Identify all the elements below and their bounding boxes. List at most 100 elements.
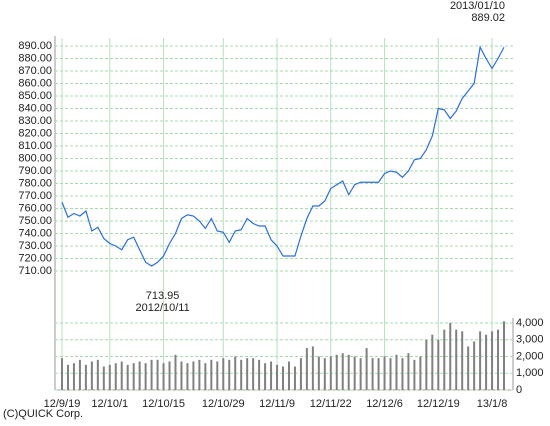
volume-bar — [485, 334, 488, 390]
volume-bar — [359, 358, 362, 390]
x-tick-label: 13/1/8 — [477, 398, 508, 410]
volume-bar — [443, 329, 446, 390]
annotation-date: 2012/10/11 — [135, 302, 189, 314]
y2-tick-label: 1,000 — [516, 367, 544, 379]
y-tick-label: 780.00 — [18, 177, 52, 189]
volume-bar — [479, 331, 482, 390]
volume-bar — [317, 356, 320, 390]
volume-bar — [234, 356, 237, 390]
volume-bar — [150, 359, 153, 390]
y2-tick-label: 2,000 — [516, 350, 544, 362]
volume-bar — [246, 358, 249, 390]
volume-bar — [270, 361, 273, 390]
y-tick-label: 760.00 — [18, 202, 52, 214]
volume-bar — [293, 366, 296, 390]
volume-bar — [156, 359, 159, 390]
volume-bar — [461, 331, 464, 390]
volume-bar — [347, 354, 350, 390]
x-tick-label: 12/11/9 — [259, 398, 295, 410]
volume-bar — [198, 359, 201, 390]
volume-bar — [61, 358, 63, 390]
volume-bar — [437, 339, 440, 390]
x-tick-label: 12/12/19 — [417, 398, 460, 410]
y-tick-label: 860.00 — [18, 77, 52, 89]
volume-bar — [431, 334, 434, 390]
volume-bar — [311, 346, 314, 390]
y-tick-label: 840.00 — [18, 102, 52, 114]
volume-bar — [449, 322, 452, 390]
volume-bar — [168, 361, 171, 390]
volume-bar — [329, 356, 332, 390]
volume-bar — [174, 354, 177, 390]
y-tick-label: 740.00 — [18, 227, 52, 239]
y-tick-label: 850.00 — [18, 90, 52, 102]
volume-bar — [287, 361, 290, 390]
y-tick-label: 710.00 — [18, 265, 52, 277]
x-tick-label: 12/10/15 — [142, 398, 185, 410]
volume-bar — [377, 358, 380, 390]
y-tick-label: 890.00 — [18, 40, 52, 52]
volume-bar — [84, 364, 87, 390]
volume-bar — [455, 329, 458, 390]
volume-bar — [282, 366, 284, 390]
volume-bar — [102, 366, 105, 390]
y-tick-label: 830.00 — [18, 115, 52, 127]
volume-bar — [228, 359, 231, 390]
volume-bar — [371, 358, 374, 390]
volume-bar — [299, 358, 302, 390]
volume-bar — [204, 363, 207, 390]
volume-bar — [252, 358, 255, 390]
volume-bar — [114, 363, 117, 390]
volume-bar — [395, 354, 398, 390]
volume-bar — [144, 363, 147, 390]
y-tick-label: 870.00 — [18, 65, 52, 77]
volume-bar — [108, 364, 111, 390]
volume-bar — [216, 361, 219, 390]
volume-bar — [132, 363, 135, 390]
volume-bar — [323, 358, 326, 390]
volume-bar — [186, 363, 189, 390]
volume-bar — [491, 331, 494, 390]
volume-bar — [72, 363, 75, 390]
volume-bar — [276, 364, 279, 390]
volume-bar — [180, 361, 183, 390]
y-tick-label: 880.00 — [18, 52, 52, 64]
x-tick-label: 12/10/1 — [91, 398, 128, 410]
volume-bar — [407, 353, 410, 390]
x-tick-label: 12/10/29 — [202, 398, 245, 410]
volume-bar — [389, 358, 392, 390]
volume-bar — [90, 361, 93, 390]
y-tick-label: 810.00 — [18, 140, 52, 152]
volume-bar — [419, 356, 422, 390]
volume-bar — [222, 358, 225, 390]
volume-bar — [383, 356, 386, 390]
volume-bar — [413, 359, 416, 390]
volume-bar — [305, 348, 308, 390]
x-tick-label: 12/12/6 — [366, 398, 403, 410]
volume-bar — [353, 356, 356, 390]
annotation-value: 713.95 — [146, 290, 180, 302]
volume-bar — [126, 364, 129, 390]
volume-bar — [467, 346, 470, 390]
volume-bar — [78, 359, 81, 390]
y-tick-label: 730.00 — [18, 240, 52, 252]
volume-bar — [138, 361, 141, 390]
x-tick-label: 12/9/19 — [44, 398, 81, 410]
y-tick-label: 770.00 — [18, 190, 52, 202]
copyright: (C)QUICK Corp. — [3, 408, 83, 420]
y-tick-label: 720.00 — [18, 252, 52, 264]
y-tick-label: 790.00 — [18, 165, 52, 177]
volume-bar — [401, 358, 404, 390]
volume-bar — [365, 348, 368, 390]
y-tick-label: 800.00 — [18, 152, 52, 164]
volume-bar — [66, 364, 69, 390]
volume-bar — [240, 359, 243, 390]
volume-bar — [341, 353, 344, 390]
volume-bar — [210, 359, 213, 390]
annotation-value: 889.02 — [471, 12, 505, 24]
volume-bar — [162, 363, 165, 390]
y-tick-label: 820.00 — [18, 127, 52, 139]
volume-bar — [192, 361, 195, 390]
price-line — [61, 45, 505, 267]
